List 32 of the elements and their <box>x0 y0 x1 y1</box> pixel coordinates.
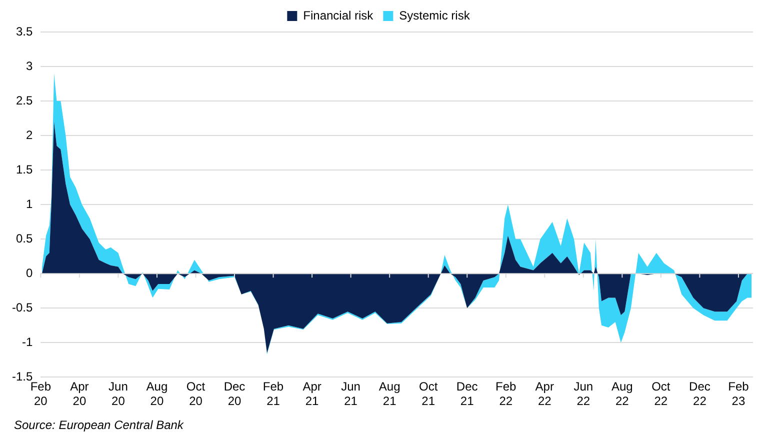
legend-label: Systemic risk <box>399 8 471 22</box>
x-tick-label: Feb 22 <box>496 380 517 408</box>
x-tick-label: Aug 21 <box>378 380 400 408</box>
y-tick-label: 3 <box>26 58 33 73</box>
x-tick-label: Feb 23 <box>728 380 750 408</box>
y-tick-label: 2.5 <box>16 93 33 108</box>
y-tick-label: -0.5 <box>12 300 33 314</box>
x-tick-label: Feb 20 <box>30 380 52 408</box>
source-note: Source: European Central Bank <box>14 418 184 432</box>
x-tick-label: Dec 21 <box>456 380 478 408</box>
x-tick-label: Aug 22 <box>611 380 633 408</box>
x-tick-label: Apr 20 <box>70 380 89 408</box>
y-tick-label: -1 <box>22 334 33 349</box>
y-tick-label: 1 <box>26 196 33 211</box>
x-tick-label: Aug 20 <box>146 380 168 408</box>
x-tick-label: Jun 21 <box>341 380 360 408</box>
y-tick-label: 0 <box>26 266 33 280</box>
x-tick-label: Dec 22 <box>689 380 710 408</box>
y-tick-label: 1.5 <box>16 162 33 176</box>
x-tick-label: Jun 22 <box>574 380 594 408</box>
legend-label: Financial risk <box>303 8 374 22</box>
y-tick-label: 0.5 <box>16 231 33 246</box>
x-tick-label: Apr 21 <box>302 380 322 408</box>
y-tick-label: 3.5 <box>16 24 33 38</box>
x-tick-label: Oct 22 <box>652 380 671 408</box>
x-tick-label: Oct 21 <box>419 380 438 408</box>
x-tick-label: Jun 20 <box>108 380 128 408</box>
x-tick-label: Dec 20 <box>224 380 246 408</box>
x-tick-label: Apr 22 <box>535 380 554 408</box>
x-tick-label: Oct 20 <box>186 380 206 408</box>
y-tick-label: 2 <box>26 128 33 142</box>
x-tick-label: Feb 21 <box>262 380 284 408</box>
